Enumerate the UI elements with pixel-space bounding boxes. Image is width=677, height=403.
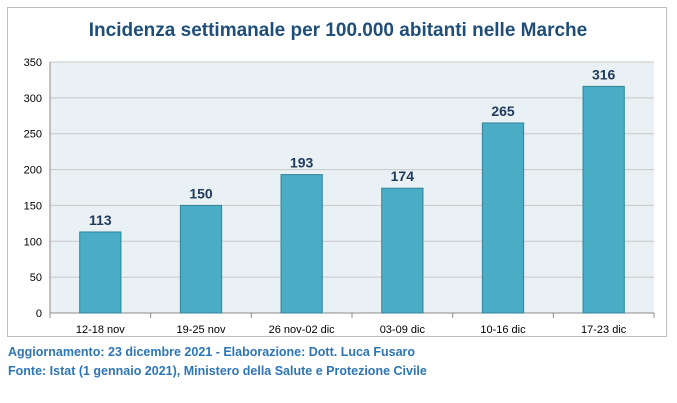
- data-label: 113: [89, 212, 112, 228]
- plot-area: [50, 62, 654, 313]
- bar: [179, 204, 223, 314]
- chart-frame: Incidenza settimanale per 100.000 abitan…: [7, 7, 667, 337]
- data-labels: 113 150 193 174 265 316: [89, 66, 616, 228]
- data-label: 150: [189, 185, 213, 201]
- y-tick-label: 300: [24, 93, 42, 105]
- y-tick-label: 50: [30, 272, 42, 284]
- x-tick-label: 10-16 dic: [480, 324, 526, 336]
- data-label: 174: [391, 168, 415, 184]
- bar: [280, 174, 323, 314]
- y-tick-label: 200: [24, 165, 42, 177]
- bar-chart: 113 150 193 174 265 316 0 50 100 150 200 250 300 350…: [24, 57, 655, 336]
- x-axis: 12-18 nov 19-25 nov 26 nov-02 dic 03-09 dic…: [49, 313, 655, 336]
- bars: [79, 85, 625, 314]
- chart-title: Incidenza settimanale per 100.000 abitan…: [88, 20, 588, 41]
- y-tick-label: 150: [24, 200, 42, 212]
- x-tick-label: 12-18 nov: [76, 324, 125, 336]
- bar: [582, 85, 625, 314]
- footer-update-info: Aggiornamento: 23 dicembre 2021 - Elabor…: [8, 345, 416, 359]
- x-tick-label: 19-25 nov: [177, 324, 226, 336]
- bar: [381, 187, 424, 314]
- footer-source-info: Fonte: Istat (1 gennaio 2021), Ministero…: [8, 364, 427, 378]
- bar: [79, 231, 122, 314]
- y-tick-label: 250: [24, 129, 42, 141]
- data-label: 193: [290, 155, 314, 171]
- data-label: 316: [592, 66, 616, 82]
- x-tick-label: 17-23 dic: [581, 324, 627, 336]
- x-tick-label: 03-09 dic: [380, 324, 426, 336]
- x-tick-label: 26 nov-02 dic: [269, 324, 336, 336]
- y-tick-label: 350: [24, 57, 42, 69]
- bar: [481, 122, 525, 314]
- y-tick-label: 100: [24, 236, 42, 248]
- data-label: 265: [491, 103, 515, 119]
- y-tick-label: 0: [36, 308, 42, 320]
- y-axis: 0 50 100 150 200 250 300 350: [24, 57, 51, 320]
